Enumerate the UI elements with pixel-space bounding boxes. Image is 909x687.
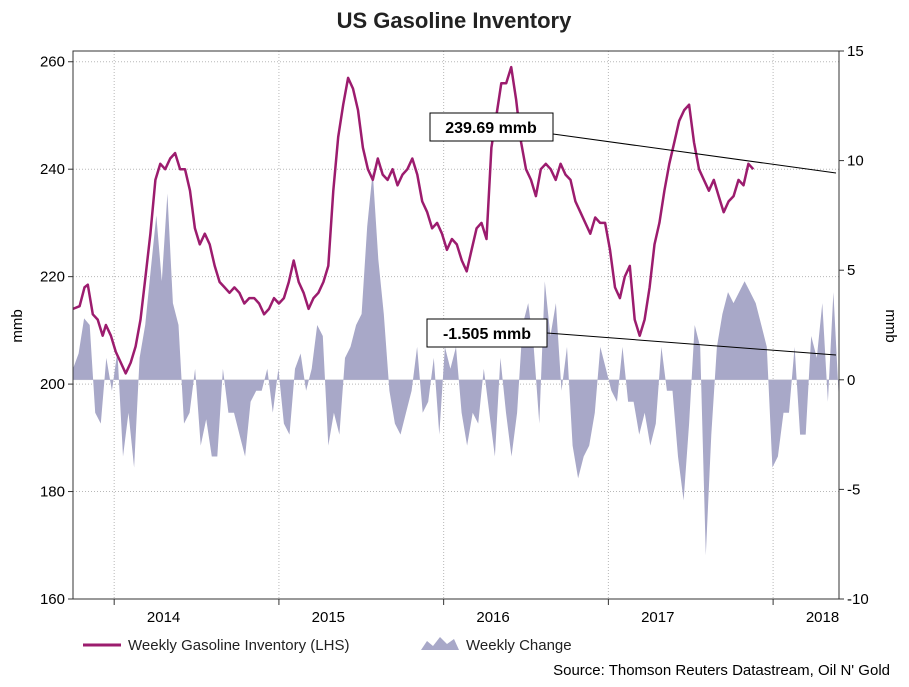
- left-tick-label: 240: [40, 161, 65, 178]
- right-tick-label: -10: [847, 591, 869, 608]
- x-tick-label: 2018: [806, 609, 839, 626]
- left-tick-label: 220: [40, 269, 65, 286]
- x-tick-label: 2016: [476, 609, 509, 626]
- plot-frame: [72, 50, 840, 600]
- legend-swatch-change: [421, 637, 459, 650]
- legend-item-inventory: Weekly Gasoline Inventory (LHS): [83, 637, 349, 654]
- callouts: 239.69 mmb -1.505 mmb: [426, 112, 837, 356]
- callout-inventory-box: [429, 112, 554, 142]
- inventory-line: [72, 65, 755, 375]
- right-tick-label: -5: [847, 481, 860, 498]
- inventory-series: [72, 65, 755, 375]
- weekly-change-series: [73, 171, 839, 556]
- left-tick-label: 200: [40, 376, 65, 393]
- x-tick-label: 2017: [641, 609, 674, 626]
- right-tick-label: 5: [847, 262, 855, 279]
- weekly-change-area: [73, 171, 839, 556]
- right-axis-label: mmb: [882, 309, 899, 342]
- chart-title: US Gasoline Inventory: [337, 8, 572, 33]
- left-tick-label: 160: [40, 591, 65, 608]
- right-tick-label: 15: [847, 43, 864, 60]
- left-tick-label: 180: [40, 484, 65, 501]
- x-axis: 2014 2015 2016 2017 2018: [113, 599, 839, 626]
- callout-inventory-leader: [552, 133, 837, 174]
- callout-change-label: -1.505 mmb: [443, 326, 531, 343]
- callout-change-box: [426, 318, 548, 348]
- source-note: Source: Thomson Reuters Datastream, Oil …: [553, 662, 890, 679]
- callout-change-leader: [546, 332, 837, 356]
- left-axis-label: mmb: [9, 309, 26, 342]
- legend-item-change: Weekly Change: [421, 637, 572, 654]
- callout-inventory-label: 239.69 mmb: [445, 120, 537, 137]
- left-tick-label: 260: [40, 54, 65, 71]
- right-tick-label: 10: [847, 153, 864, 170]
- legend: Weekly Gasoline Inventory (LHS) Weekly C…: [83, 637, 572, 654]
- legend-label-inventory: Weekly Gasoline Inventory (LHS): [128, 637, 349, 654]
- x-tick-label: 2014: [147, 609, 180, 626]
- right-axis: -10 -5 0 5 10 15: [839, 43, 869, 608]
- left-axis: 160 180 200 220 240 260: [40, 54, 73, 608]
- right-tick-label: 0: [847, 372, 855, 389]
- legend-label-change: Weekly Change: [466, 637, 572, 654]
- x-tick-label: 2015: [312, 609, 345, 626]
